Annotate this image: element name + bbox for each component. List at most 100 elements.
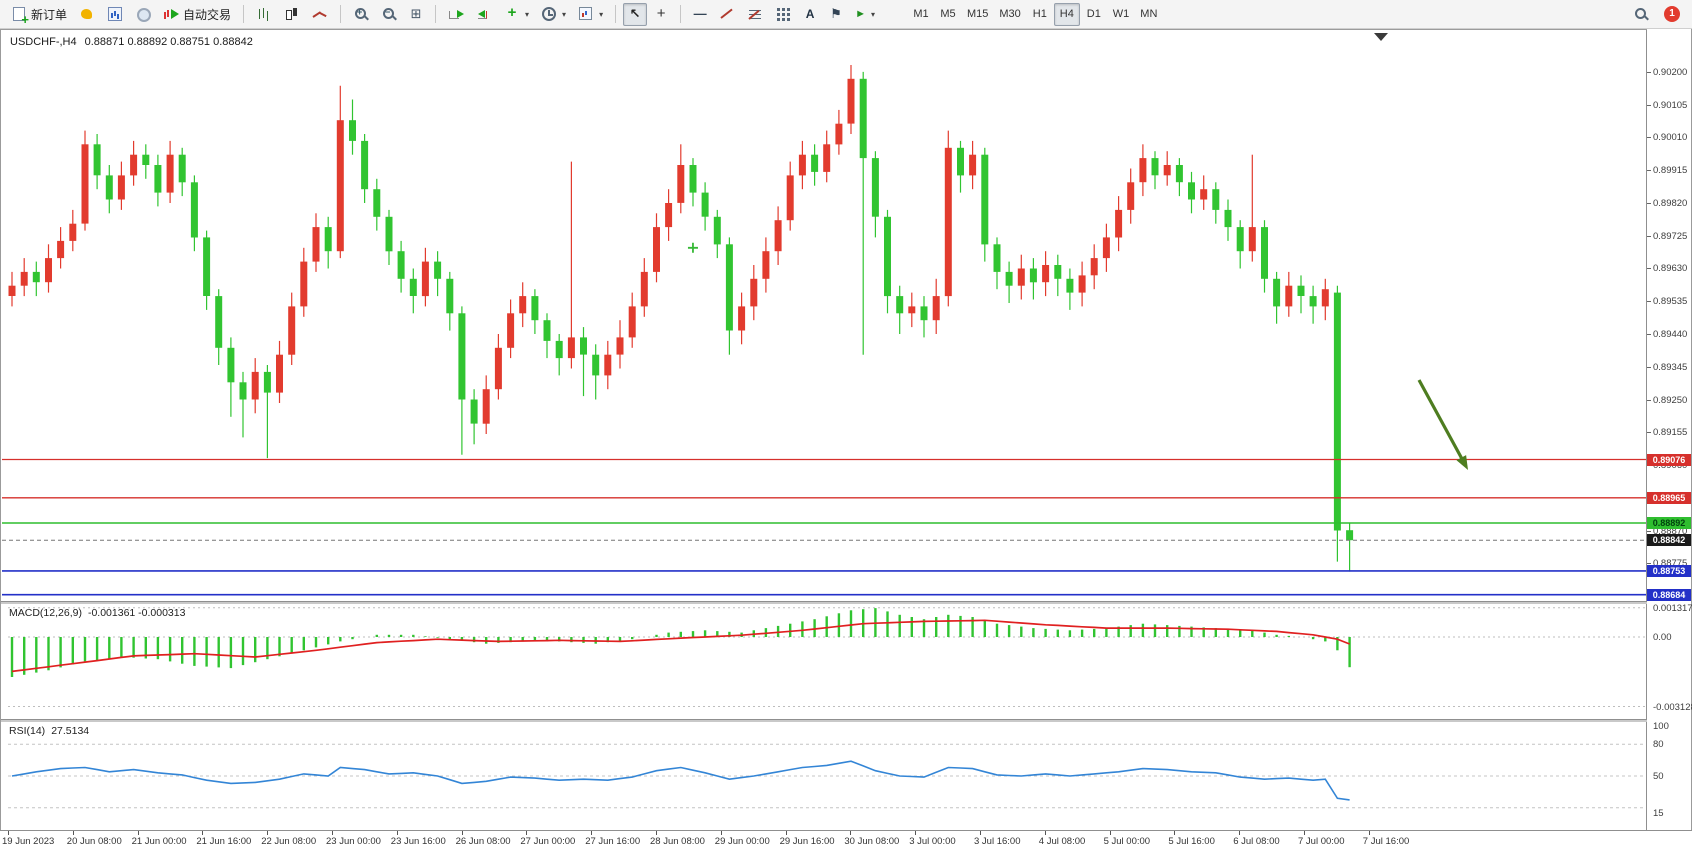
macd-indicator-label: MACD(12,26,9) -0.001361 -0.000313 — [9, 607, 185, 619]
chevron-down-icon: ▾ — [599, 9, 604, 19]
time-label: 21 Jun 00:00 — [131, 836, 187, 847]
zoom-out-icon: − — [381, 6, 397, 22]
timeframe-d1[interactable]: D1 — [1081, 3, 1107, 26]
line-chart-button[interactable] — [307, 3, 333, 26]
time-tick — [980, 831, 981, 835]
text-tool-icon: A — [805, 7, 815, 21]
timeframe-mn[interactable]: MN — [1135, 3, 1162, 26]
chart-shift-marker[interactable] — [1374, 33, 1388, 41]
flag-label-icon: ⚑ — [830, 6, 842, 21]
search-icon — [1633, 6, 1649, 22]
objects-grid-icon — [775, 6, 791, 22]
timeframe-m15[interactable]: M15 — [962, 3, 993, 26]
axis-tick — [1647, 563, 1651, 565]
axis-label: 0.88870 — [1653, 525, 1688, 537]
cross-marker — [687, 242, 698, 253]
axis-label: 0.89155 — [1653, 427, 1688, 439]
arrows-tool-button[interactable]: ► ▾ — [850, 3, 880, 26]
data-window-button[interactable] — [130, 3, 156, 26]
chart-window-frame — [0, 29, 1692, 850]
price-scale[interactable]: 0.90200 0.90105 0.90010 0.89915 0.89820 0.897… — [1647, 29, 1692, 830]
horizontal-line-tool-button[interactable]: — — [688, 3, 712, 26]
trendline-tool-button[interactable] — [714, 3, 740, 26]
fibonacci-tool-button[interactable] — [742, 3, 768, 26]
cursor-tool-button[interactable]: ↖ — [623, 2, 648, 26]
axis-label: 50 — [1653, 771, 1664, 782]
time-axis[interactable]: 19 Jun 2023 20 Jun 08:00 21 Jun 00:00 21 Ju… — [0, 830, 1692, 850]
tile-windows-icon: ⊞ — [410, 6, 422, 21]
price-tag: 0.89076 — [1647, 453, 1691, 466]
chart-shift-button[interactable] — [471, 3, 497, 26]
macd-panel-splitter[interactable] — [1, 601, 1691, 604]
auto-scroll-icon — [448, 6, 465, 22]
crosshair-tool-button[interactable]: + — [649, 3, 673, 26]
time-label: 27 Jun 00:00 — [520, 836, 576, 847]
axis-label: 0.88775 — [1653, 558, 1688, 570]
zoom-in-button[interactable]: + — [348, 3, 374, 26]
axis-label: 0.90200 — [1653, 66, 1688, 78]
bars-chart-button[interactable] — [251, 3, 277, 26]
templates-button[interactable]: ▾ — [573, 3, 608, 26]
horizontal-line-icon: — — [693, 6, 707, 21]
timeframe-m30[interactable]: M30 — [994, 3, 1025, 26]
search-button[interactable] — [1628, 3, 1654, 26]
time-label: 23 Jun 00:00 — [326, 836, 381, 847]
zoom-in-icon: + — [353, 6, 369, 22]
notifications-badge[interactable]: 1 — [1664, 6, 1680, 22]
timeframe-h4[interactable]: H4 — [1053, 2, 1080, 26]
new-order-label: 新订单 — [31, 7, 68, 22]
autotrading-label: 自动交易 — [183, 7, 232, 22]
rsi-panel-canvas[interactable] — [0, 722, 1646, 830]
candles-chart-button[interactable] — [279, 3, 305, 26]
time-label: 19 Jun 2023 — [2, 836, 55, 847]
market-watch-button[interactable] — [102, 3, 128, 26]
tile-windows-button[interactable]: ⊞ — [404, 3, 428, 26]
rsi-panel-splitter[interactable] — [1, 719, 1691, 722]
time-tick — [332, 831, 333, 835]
axis-label: 0.89060 — [1653, 460, 1688, 472]
chevron-down-icon: ▾ — [562, 9, 567, 19]
time-label: 23 Jun 16:00 — [390, 836, 446, 847]
axis-tick — [1647, 465, 1651, 467]
chevron-down-icon: ▾ — [870, 9, 875, 19]
autotrading-button[interactable]: 自动交易 — [158, 3, 236, 26]
axis-label: 0.89250 — [1653, 394, 1688, 406]
axis-label: 0.90105 — [1653, 99, 1688, 111]
rsi-level-lines — [8, 743, 1646, 809]
time-label: 26 Jun 08:00 — [455, 836, 511, 847]
horizontal-price-lines[interactable] — [2, 458, 1646, 596]
timeframe-group: M1 M5 M15 M30 H1 H4 D1 W1 MN — [908, 2, 1162, 26]
rsi-line — [11, 760, 1350, 801]
down-arrow-annotation[interactable] — [1417, 379, 1468, 470]
periods-button[interactable]: ▾ — [536, 3, 571, 26]
axis-label: 0.89820 — [1653, 197, 1688, 209]
zoom-out-button[interactable]: − — [376, 3, 402, 26]
timeframe-w1[interactable]: W1 — [1108, 3, 1135, 26]
community-button[interactable] — [74, 3, 100, 26]
timeframe-m1[interactable]: M1 — [908, 3, 934, 26]
macd-guide-lines — [8, 607, 1646, 707]
axis-tick — [1647, 71, 1651, 73]
toolbar-separator — [243, 5, 245, 23]
axis-label: 0.89915 — [1653, 165, 1688, 177]
candles-layer — [8, 65, 1354, 572]
time-tick — [267, 831, 269, 835]
auto-scroll-button[interactable] — [443, 3, 469, 26]
timeframe-h1[interactable]: H1 — [1027, 3, 1053, 26]
cursor-icon: ↖ — [629, 6, 641, 21]
axis-label: 0.89630 — [1653, 263, 1688, 275]
price-tag: 0.88842 — [1647, 534, 1691, 547]
toolbar-separator — [340, 5, 342, 23]
text-tool-button[interactable]: A — [798, 3, 822, 26]
label-tool-button[interactable]: ⚑ — [824, 3, 848, 26]
macd-panel-canvas[interactable] — [0, 604, 1646, 719]
indicators-button[interactable]: + ▾ — [499, 3, 534, 26]
price-chart-canvas[interactable] — [0, 30, 1646, 601]
time-label: 22 Jun 08:00 — [261, 836, 317, 847]
axis-tick — [1647, 137, 1651, 139]
objects-grid-tool-button[interactable] — [770, 3, 796, 26]
axis-label: 0.89535 — [1653, 296, 1688, 308]
new-order-button[interactable]: 新订单 — [6, 3, 72, 27]
timeframe-m5[interactable]: M5 — [935, 3, 961, 26]
